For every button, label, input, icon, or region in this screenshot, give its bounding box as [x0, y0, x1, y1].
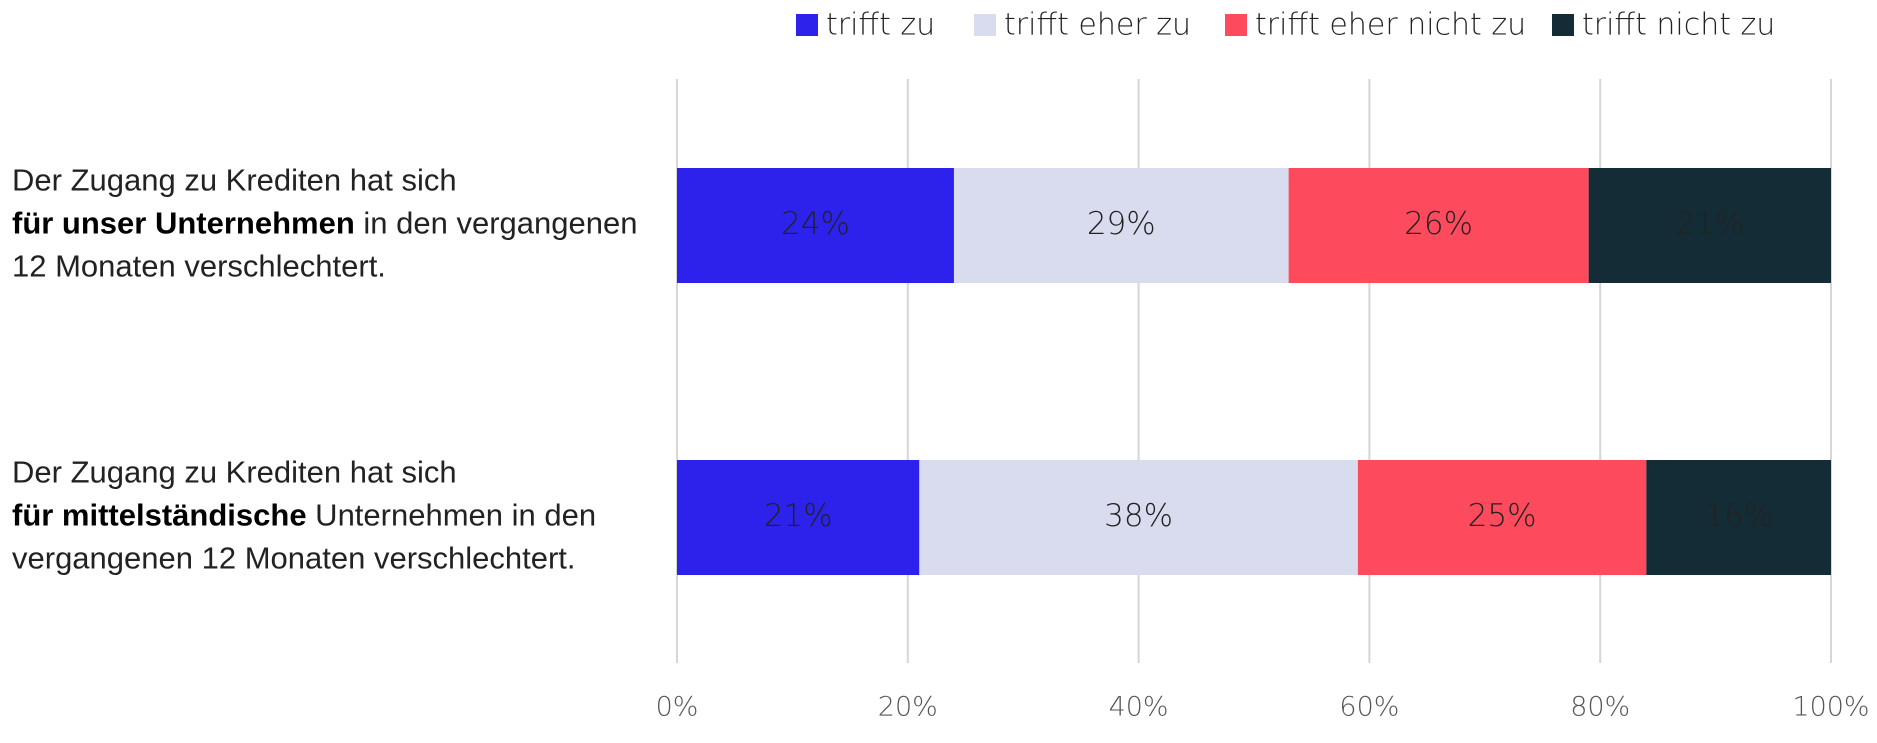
category-text: für unser Unternehmen [12, 206, 355, 241]
x-tick-label: 0% [656, 692, 699, 723]
category-text: in den vergangenen [355, 206, 638, 241]
value-label: 21% [1675, 206, 1744, 242]
category-label: 12 Monaten verschlechtert. [12, 249, 386, 284]
legend-label: trifft eher nicht zu [1255, 8, 1526, 43]
value-label: 21% [764, 498, 833, 534]
category-label: für mittelständische Unternehmen in den [12, 498, 596, 533]
legend-label: trifft eher zu [1004, 8, 1191, 43]
value-label: 29% [1087, 206, 1156, 242]
bar-segment [677, 460, 920, 575]
x-tick-label: 80% [1570, 692, 1630, 723]
bar-segment [953, 168, 1289, 283]
category-label: vergangenen 12 Monaten verschlechtert. [12, 541, 576, 576]
value-label: 16% [1704, 498, 1773, 534]
x-tick-label: 60% [1339, 692, 1399, 723]
x-tick-label: 20% [878, 692, 938, 723]
category-text: für mittelständische [12, 498, 307, 533]
bar-segment [1357, 460, 1647, 575]
bar-segment [919, 460, 1358, 575]
category-label: Der Zugang zu Krediten hat sich [12, 163, 457, 198]
legend-swatch [796, 14, 818, 36]
bar-segment [1288, 168, 1589, 283]
value-label: 38% [1104, 498, 1173, 534]
x-tick-label: 100% [1792, 692, 1869, 723]
category-text: 12 Monaten verschlechtert. [12, 249, 386, 284]
legend-swatch [974, 14, 996, 36]
value-label: 26% [1404, 206, 1473, 242]
legend-swatch [1552, 14, 1574, 36]
legend-label: trifft nicht zu [1582, 8, 1775, 43]
bar-segment [677, 168, 954, 283]
value-label: 25% [1468, 498, 1537, 534]
x-tick-label: 40% [1109, 692, 1169, 723]
legend-label: trifft zu [826, 8, 935, 43]
legend-swatch [1225, 14, 1247, 36]
category-label: für unser Unternehmen in den vergangenen [12, 206, 637, 241]
bar-segment [1646, 460, 1831, 575]
value-label: 24% [781, 206, 850, 242]
category-text: vergangenen 12 Monaten verschlechtert. [12, 541, 576, 576]
category-label: Der Zugang zu Krediten hat sich [12, 455, 457, 490]
bar-segment [1588, 168, 1831, 283]
category-text: Der Zugang zu Krediten hat sich [12, 163, 457, 198]
category-text: Unternehmen in den [307, 498, 597, 533]
category-text: Der Zugang zu Krediten hat sich [12, 455, 457, 490]
